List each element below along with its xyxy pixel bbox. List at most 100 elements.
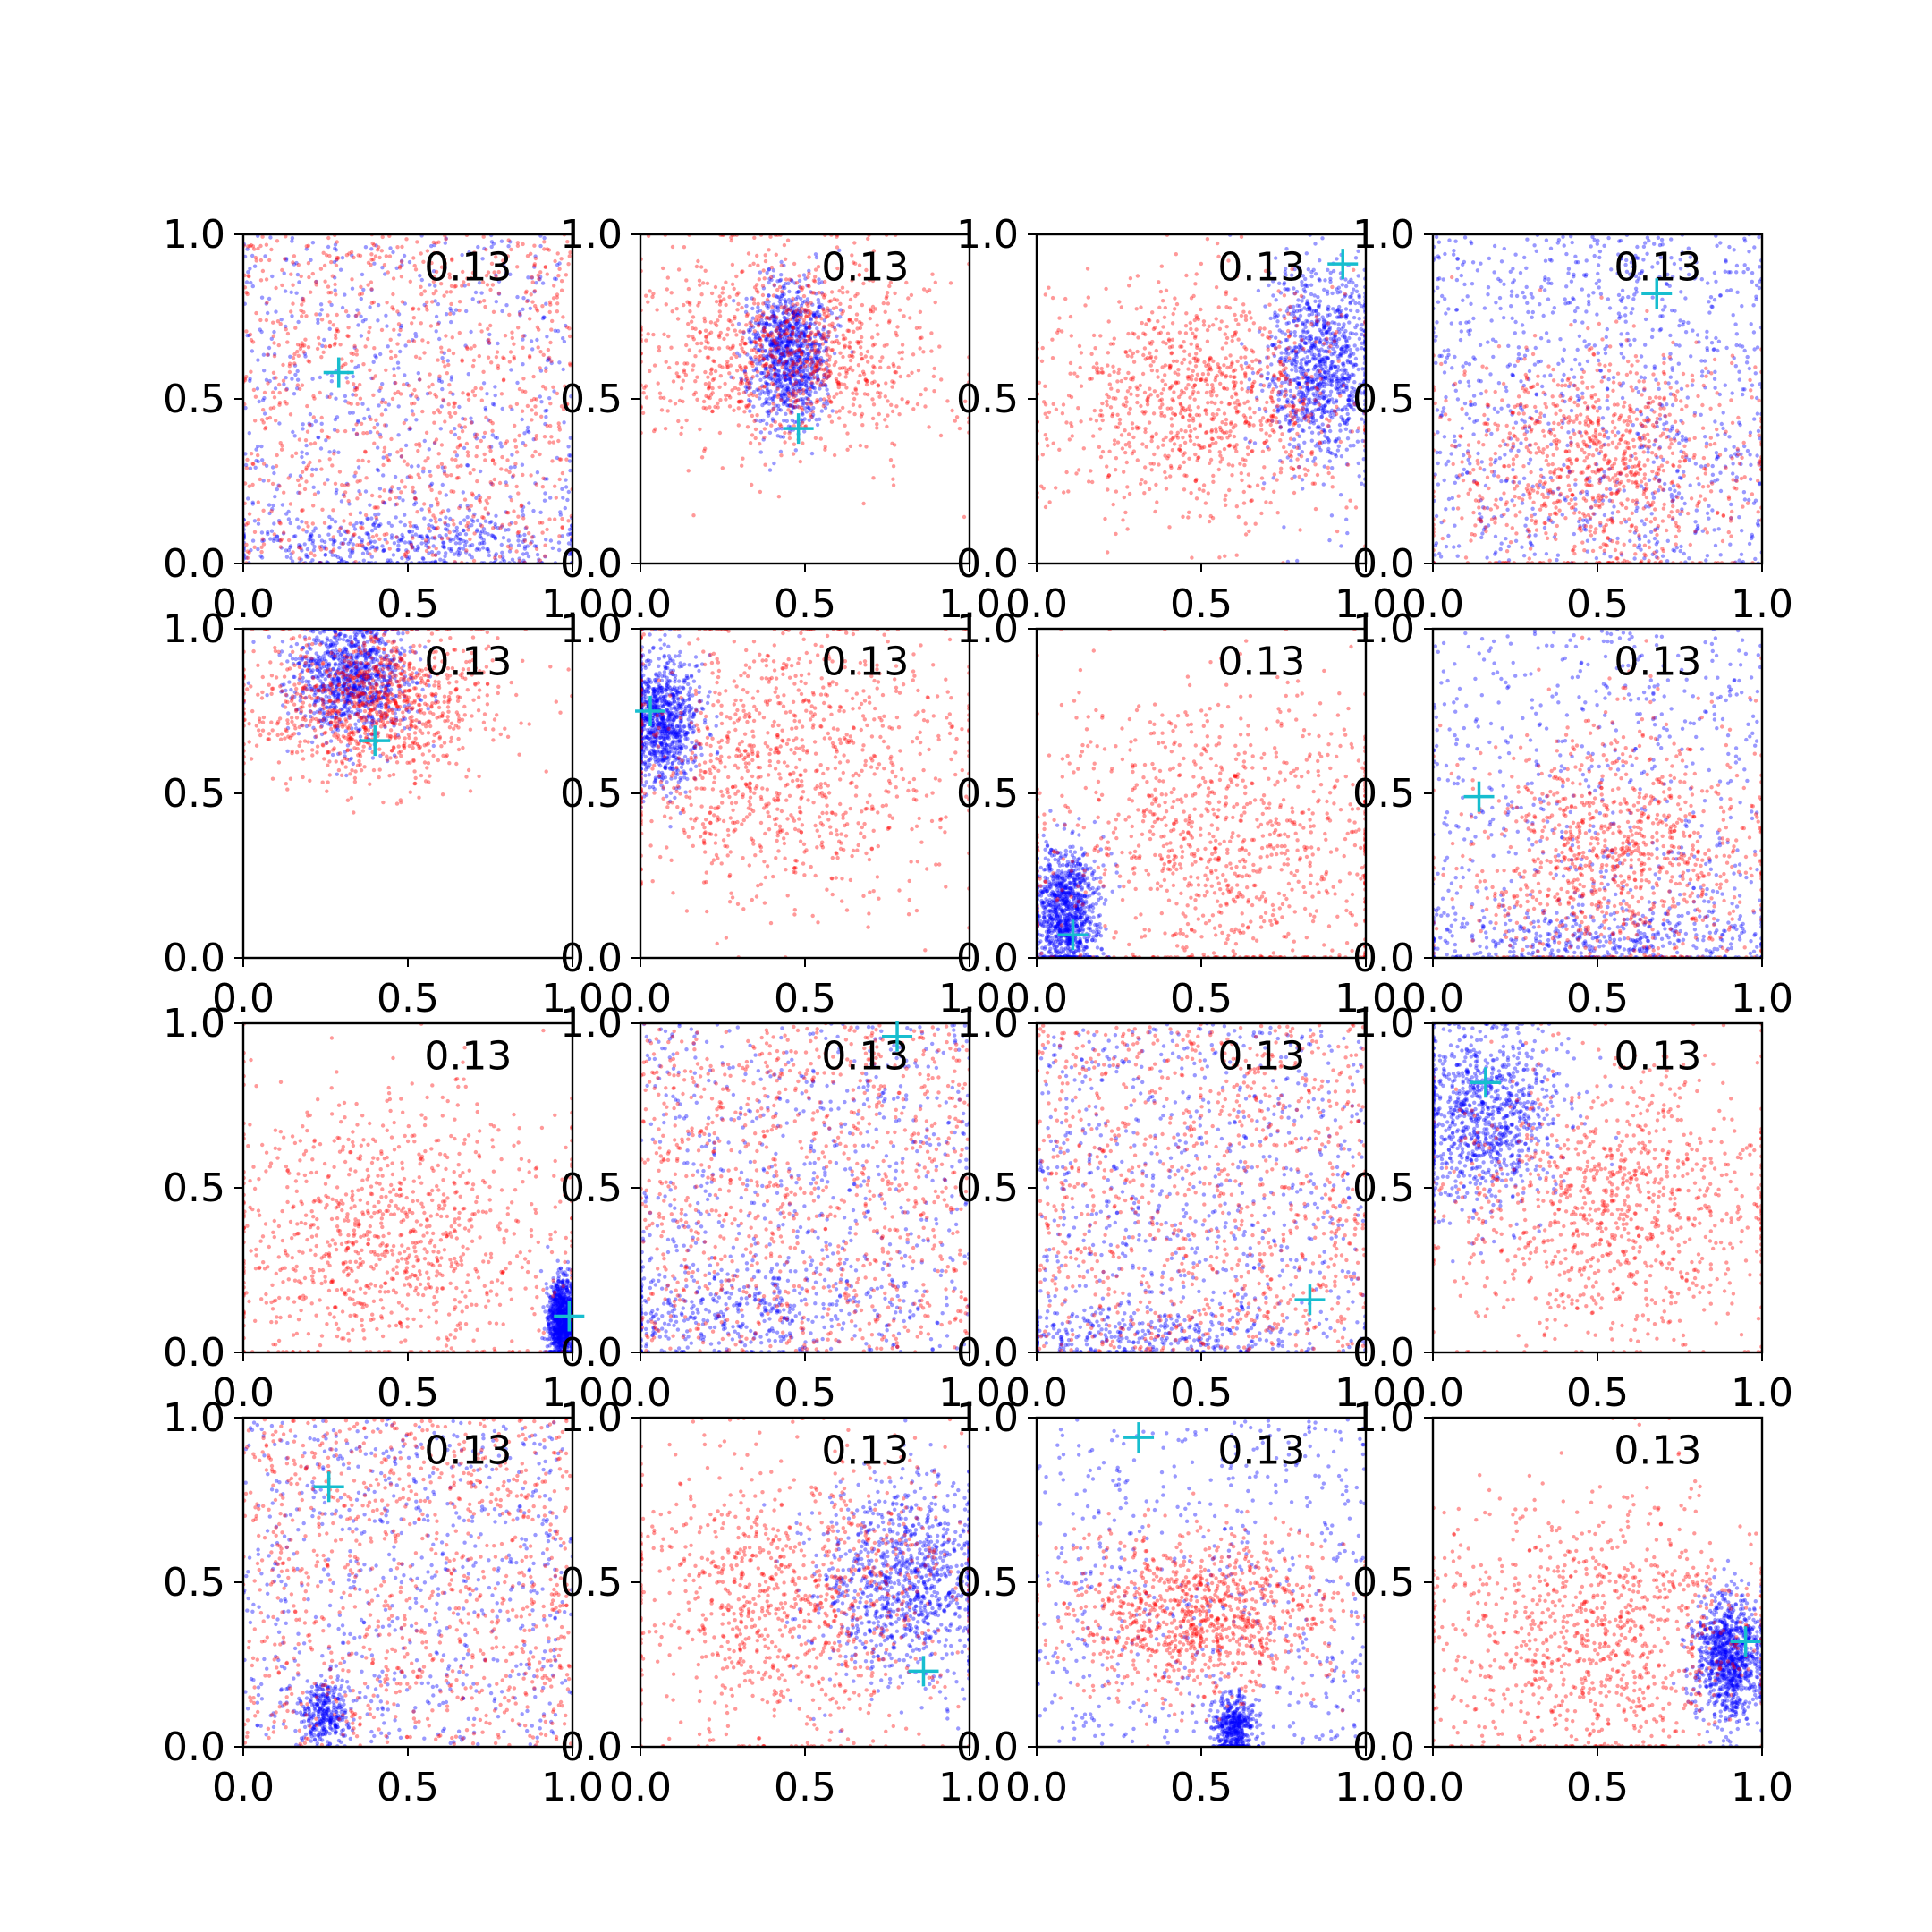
scatter-point [1326, 267, 1330, 272]
scatter-point [1276, 360, 1282, 364]
scatter-point [1331, 339, 1335, 344]
scatter-point [383, 400, 388, 405]
scatter-point [1343, 347, 1347, 352]
scatter-point [323, 553, 328, 557]
scatter-point [793, 362, 799, 367]
scatter-point [748, 340, 752, 344]
scatter-point [780, 389, 785, 394]
scatter-point [786, 363, 791, 368]
scatter-point [832, 351, 837, 356]
scatter-point [779, 324, 784, 328]
scatter-point [909, 292, 914, 298]
scatter-point [333, 520, 338, 524]
scatter-point [1294, 289, 1300, 294]
scatter-point [463, 343, 468, 348]
scatter-point [665, 275, 670, 280]
scatter-point [1323, 360, 1328, 364]
scatter-point [756, 301, 760, 306]
scatter-point [1326, 446, 1331, 452]
scatter-point [411, 485, 415, 490]
scatter-point [1304, 379, 1309, 384]
scatter-point [807, 335, 811, 339]
scatter-point [309, 290, 313, 294]
scatter-point [676, 419, 681, 424]
scatter-point [445, 528, 450, 532]
scatter-point [897, 308, 902, 312]
scatter-point [286, 509, 291, 514]
scatter-point [1325, 341, 1329, 346]
scatter-point [747, 402, 752, 407]
scatter-point [1316, 348, 1321, 352]
scatter-point [1357, 474, 1361, 479]
scatter-point [339, 365, 344, 369]
scatter-point [309, 532, 314, 537]
scatter-point [796, 388, 801, 394]
scatter-point [816, 399, 820, 404]
scatter-point [418, 444, 422, 448]
scatter-point [548, 340, 553, 345]
scatter-point [771, 340, 775, 344]
scatter-point [291, 356, 296, 360]
scatter-point [791, 383, 795, 388]
scatter-point [787, 335, 792, 339]
scatter-point [807, 284, 811, 289]
scatter-point [686, 321, 691, 326]
scatter-point [755, 330, 759, 335]
scatter-point [756, 290, 760, 294]
scatter-point [547, 517, 552, 521]
scatter-point [328, 549, 333, 555]
scatter-point [441, 398, 446, 403]
scatter-point [818, 436, 823, 441]
scatter-point [710, 391, 715, 395]
scatter-point [377, 494, 382, 499]
scatter-point [772, 365, 776, 370]
scatter-point [1287, 381, 1292, 386]
scatter-point [1305, 407, 1309, 411]
scatter-point [866, 360, 870, 364]
scatter-point [799, 350, 804, 355]
scatter-point [272, 354, 277, 359]
scatter-point [371, 522, 377, 527]
scatter-point [791, 296, 795, 301]
scatter-point [507, 360, 512, 364]
scatter-point [765, 321, 769, 326]
scatter-point [1326, 355, 1331, 360]
scatter-point [448, 414, 453, 419]
scatter-point [1282, 314, 1286, 318]
scatter-point [293, 372, 298, 377]
scatter-point [1297, 381, 1302, 386]
scatter-point [768, 347, 773, 352]
scatter-point [771, 399, 775, 403]
scatter-point [787, 377, 792, 382]
scatter-point [699, 455, 705, 460]
scatter-point [372, 505, 377, 510]
scatter-point [1305, 301, 1309, 306]
scatter-point [1348, 360, 1353, 365]
scatter-point [333, 282, 337, 287]
scatter-point [1358, 382, 1362, 386]
scatter-point [818, 358, 823, 362]
scatter-point [465, 450, 470, 454]
scatter-point [260, 458, 265, 462]
scatter-point [425, 308, 429, 312]
scatter-point [701, 405, 706, 411]
scatter-point [778, 377, 783, 381]
scatter-point [820, 292, 826, 297]
scatter-point [318, 459, 322, 463]
scatter-point [1351, 362, 1356, 367]
scatter-point [538, 275, 543, 279]
scatter-point [778, 449, 784, 454]
scatter-point [368, 368, 372, 372]
scatter-point [744, 296, 749, 301]
scatter-point [1282, 525, 1286, 530]
scatter-point [286, 476, 291, 480]
scatter-point [316, 490, 321, 495]
scatter-point [406, 339, 411, 343]
scatter-point [1343, 427, 1349, 431]
scatter-point [746, 327, 751, 333]
scatter-point [798, 344, 802, 349]
scatter-point [1328, 365, 1333, 370]
scatter-point [797, 369, 801, 374]
scatter-point [908, 316, 912, 320]
scatter-point [380, 382, 385, 386]
